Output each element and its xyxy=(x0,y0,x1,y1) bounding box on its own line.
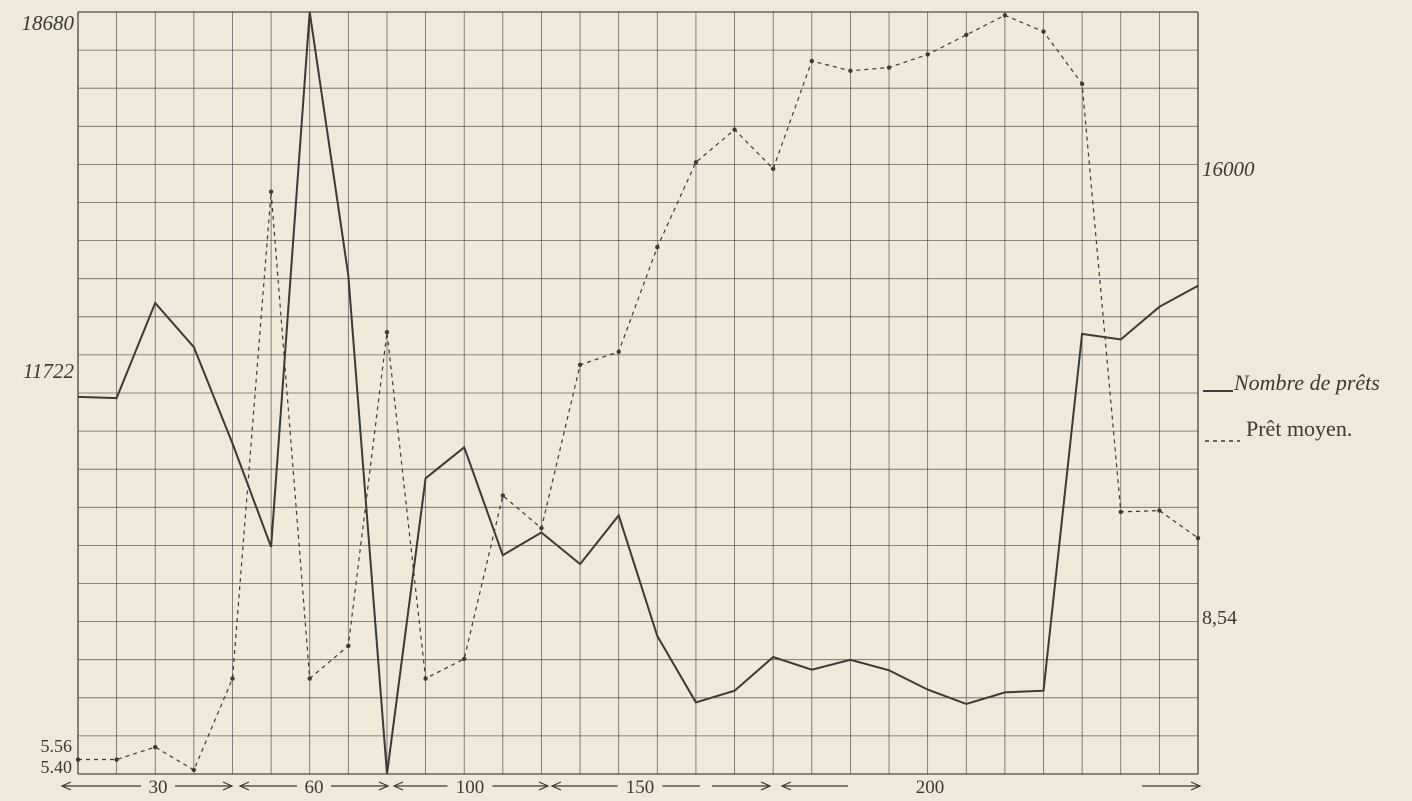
x-range-arrowhead xyxy=(378,781,390,791)
data-point-pret-moyen xyxy=(191,767,197,773)
data-point-pret-moyen xyxy=(616,349,621,354)
left-axis-label: 18680 xyxy=(22,11,75,35)
data-point-pret-moyen xyxy=(346,643,351,649)
legend: Nombre de prêts Prêt moyen. xyxy=(1203,370,1380,442)
x-tick-label-bg xyxy=(141,776,175,796)
data-point-pret-moyen xyxy=(75,757,81,762)
data-point-pret-moyen xyxy=(1002,13,1008,18)
x-range-arrowhead xyxy=(780,781,792,791)
data-point-pret-moyen xyxy=(1195,535,1201,541)
left-axis-small-label: 5.56 xyxy=(41,736,73,756)
x-tick-label: 60 xyxy=(305,777,324,797)
x-tick-label: 150 xyxy=(626,777,655,797)
left-axis-label: 11722 xyxy=(23,359,74,383)
data-point-pret-moyen xyxy=(1041,29,1046,34)
x-range-arrowhead xyxy=(760,781,772,791)
data-point-pret-moyen xyxy=(809,58,814,64)
data-point-pret-moyen xyxy=(230,676,235,681)
axis-layer: 18680 11722 5.565.40 16000 8,54 30 60 100 150 200 xyxy=(22,11,1256,798)
x-range-arrowhead xyxy=(1190,781,1202,791)
data-point-pret-moyen xyxy=(886,65,892,70)
x-range-arrowhead xyxy=(550,781,562,791)
right-axis-label: 8,54 xyxy=(1202,607,1237,629)
x-range-arrowhead xyxy=(222,781,234,791)
data-point-pret-moyen xyxy=(732,127,737,132)
data-point-pret-moyen xyxy=(462,656,467,662)
x-tick-label-bg xyxy=(907,776,953,796)
data-point-pret-moyen xyxy=(268,189,274,194)
x-range-arrowhead xyxy=(60,781,72,791)
data-point-pret-moyen xyxy=(848,68,853,74)
data-point-pret-moyen xyxy=(500,493,506,498)
x-range-arrowhead xyxy=(538,781,550,791)
x-tick-label: 30 xyxy=(149,777,168,797)
data-point-pret-moyen xyxy=(770,166,776,172)
data-point-pret-moyen xyxy=(1157,508,1162,513)
data-point-pret-moyen xyxy=(693,160,699,165)
data-point-pret-moyen xyxy=(423,676,428,681)
grid-layer xyxy=(77,11,1199,775)
right-axis-label: 16000 xyxy=(1202,157,1255,181)
x-range-arrowhead xyxy=(238,781,250,791)
legend-solid-label: Nombre de prêts xyxy=(1233,370,1380,395)
data-point-pret-moyen xyxy=(153,744,158,750)
data-point-pret-moyen xyxy=(1079,81,1085,87)
x-tick-label: 200 xyxy=(916,777,945,797)
x-tick-label: 100 xyxy=(456,777,485,797)
data-point-pret-moyen xyxy=(1118,509,1123,515)
data-point-pret-moyen xyxy=(307,676,312,681)
data-point-pret-moyen xyxy=(114,757,119,762)
data-point-pret-moyen xyxy=(964,32,969,38)
left-axis-small-label: 5.40 xyxy=(41,757,73,777)
legend-dashed-label: Prêt moyen. xyxy=(1246,416,1352,441)
series-layer xyxy=(75,11,1201,775)
x-tick-label-bg xyxy=(297,776,331,796)
x-range-arrowhead xyxy=(392,781,404,791)
data-point-pret-moyen xyxy=(577,362,583,368)
series-line-nombre-de-prets xyxy=(77,11,1199,775)
data-point-pret-moyen xyxy=(655,245,660,250)
x-tick-label-bg xyxy=(447,776,493,796)
data-point-pret-moyen xyxy=(539,526,544,531)
series-line-pret-moyen xyxy=(78,14,1199,771)
data-point-pret-moyen xyxy=(925,52,930,57)
data-point-pret-moyen xyxy=(384,329,390,335)
x-tick-label-bg xyxy=(617,776,663,796)
